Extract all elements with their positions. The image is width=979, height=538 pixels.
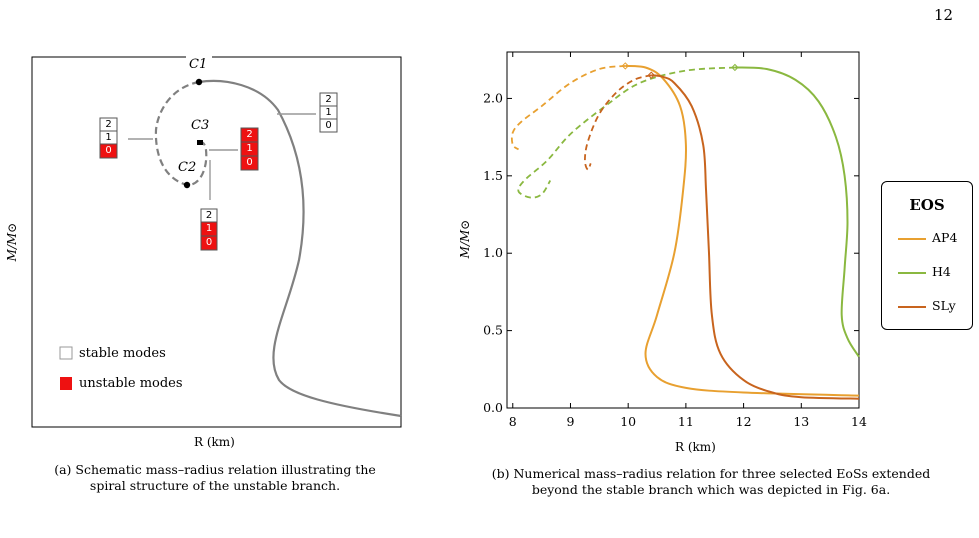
caption-line: beyond the stable branch which was depic… [531,482,891,497]
label-c1: C1 [189,57,208,72]
legend-title: EOS [909,196,945,214]
max-mass-marker-sly [647,71,655,79]
mode-label: 2 [246,129,253,140]
mode-label: 1 [246,143,253,154]
mode-label: 1 [205,223,213,234]
mode-label: 2 [105,119,112,130]
figure-a-xlabel: R (km) [194,435,235,449]
x-tick-label: 14 [851,414,867,429]
x-tick-label: 13 [793,414,809,429]
stable-swatch [59,346,73,360]
mode-label: 1 [105,132,112,143]
legend-label: SLy [932,298,956,313]
mode-stack-three-unstable-labels: 2 1 0 [241,128,258,170]
legend-swatch [898,306,926,308]
mode-label: 2 [205,210,213,221]
x-tick-label: 11 [678,414,694,429]
series-h4-unstable [517,66,735,199]
mode-label: 0 [205,237,213,248]
legend-label: AP4 [932,230,958,245]
figure-a-caption: (a) Schematic mass–radius relation illus… [0,462,430,494]
unstable-swatch [60,377,72,390]
max-mass-marker-h4 [731,63,739,72]
critical-point-c1 [195,78,203,86]
series-sly-unstable [583,74,652,171]
critical-point-c2 [183,181,191,189]
x-tick-label: 12 [736,414,752,429]
chart-frame [506,51,860,409]
legend-swatch [898,272,926,274]
critical-point-c3 [197,140,203,145]
caption-line: (a) Schematic mass–radius relation illus… [54,462,376,477]
legend-swatch [898,238,926,240]
y-tick-label: 1.0 [483,245,503,260]
mode-label: 0 [246,157,253,168]
series-h4-stable [734,66,860,358]
figure-b-xlabel: R (km) [675,440,716,454]
figure-b-ylabel: M/M⊙ [458,219,472,259]
series-ap4-unstable [510,65,626,151]
mode-stack-one-unstable-labels: 2 1 0 [100,118,117,158]
x-tick-label: 8 [509,414,517,429]
mode-label: 0 [325,120,332,131]
mode-label: 0 [105,145,112,156]
caption-line: (b) Numerical mass–radius relation for t… [491,466,931,481]
legend-stable-label: stable modes [79,346,166,361]
caption-line: spiral structure of the unstable branch. [89,478,341,493]
mode-stack-two-unstable-labels: 2 1 0 [201,209,217,250]
series-sly-stable [651,74,860,400]
mode-label: 2 [325,94,332,105]
x-tick-label: 10 [620,414,636,429]
figure-b-caption: (b) Numerical mass–radius relation for t… [443,466,979,498]
mode-stack-stable-labels: 2 1 0 [320,93,337,132]
eos-legend: EOS AP4 H4 SLy [881,181,973,330]
mass-radius-curve-stable [198,79,402,418]
x-tick-label: 9 [566,414,574,429]
y-tick-label: 1.5 [483,168,503,183]
y-tick-label: 0.0 [483,400,503,415]
legend-unstable-label: unstable modes [79,376,183,391]
max-mass-marker-ap4 [621,62,630,70]
series-ap4-stable [625,64,860,397]
label-c2: C2 [178,160,197,175]
y-tick-label: 2.0 [483,90,503,105]
y-tick-label: 0.5 [483,323,503,338]
figure-a-ylabel: M/M⊙ [5,222,19,262]
legend-label: H4 [932,264,951,279]
label-c3: C3 [191,118,210,133]
page-number: 12 [934,6,954,24]
mode-label: 1 [325,107,332,118]
